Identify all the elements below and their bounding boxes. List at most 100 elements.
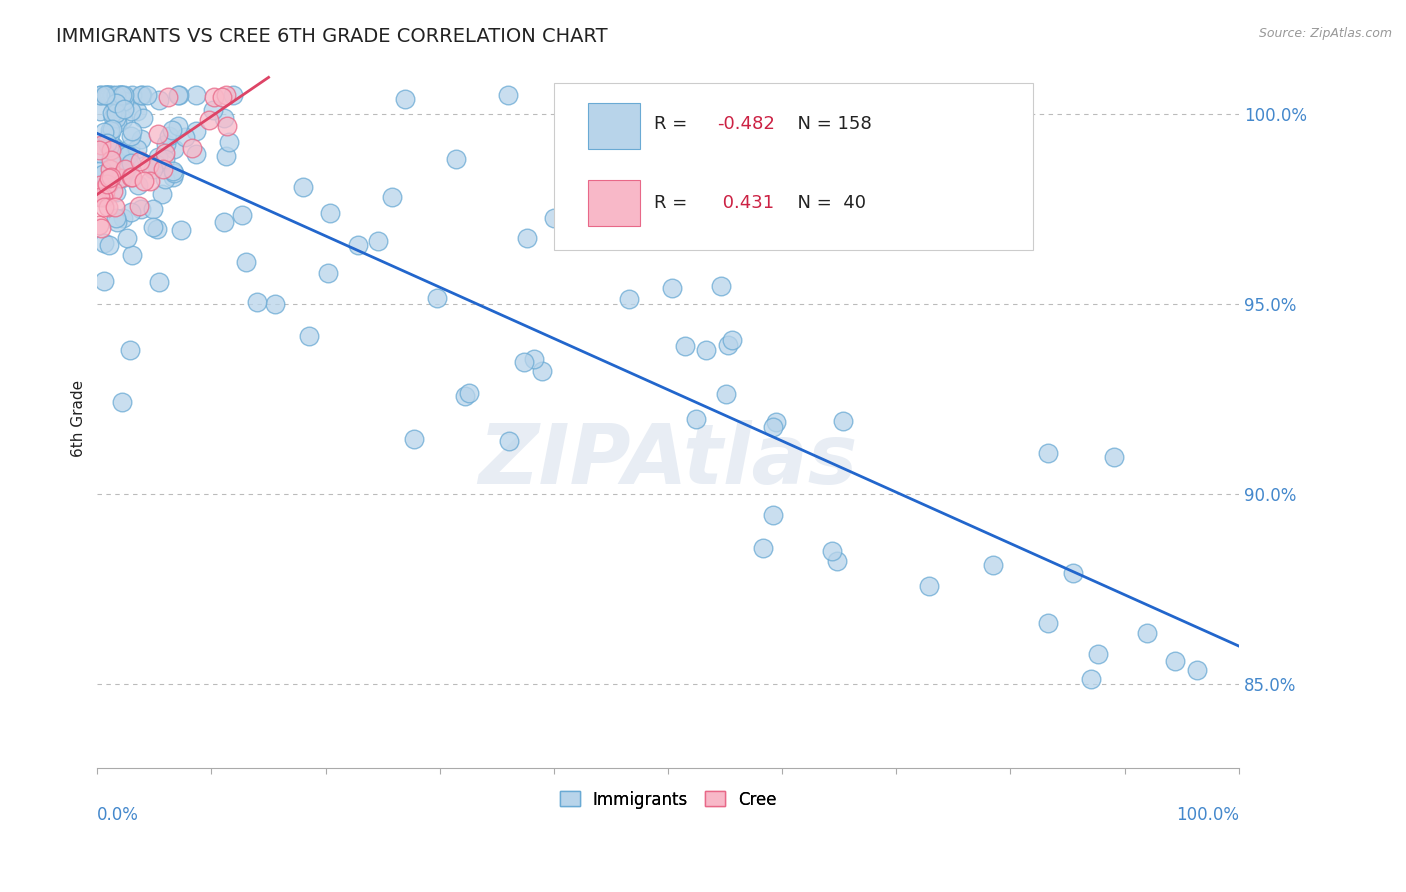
Y-axis label: 6th Grade: 6th Grade: [72, 380, 86, 457]
Point: [513, 355, 536, 369]
Point: [121, 248, 143, 262]
Point: [198, 112, 221, 127]
Point: [93, 190, 115, 204]
Point: [105, 88, 128, 103]
Point: [120, 103, 142, 118]
Point: [96, 88, 118, 103]
Point: [93, 125, 115, 139]
Point: [673, 338, 696, 352]
Point: [94, 181, 117, 195]
Point: [215, 149, 238, 163]
Point: [90, 168, 112, 182]
Point: [162, 163, 184, 178]
Point: [394, 92, 416, 106]
Point: [93, 235, 115, 250]
Point: [108, 88, 131, 103]
Point: [125, 142, 148, 156]
Point: [716, 387, 738, 401]
Point: [141, 220, 163, 235]
Point: [91, 189, 114, 203]
Point: [89, 178, 111, 193]
Point: [246, 294, 269, 309]
Point: [153, 145, 176, 160]
Point: [111, 88, 134, 103]
Point: [100, 153, 122, 167]
Point: [319, 206, 342, 220]
Point: [981, 558, 1004, 572]
Point: [155, 136, 177, 151]
Text: N =  40: N = 40: [786, 194, 866, 211]
Point: [114, 162, 136, 177]
Point: [118, 158, 141, 172]
Point: [128, 199, 150, 213]
Point: [617, 292, 640, 306]
Point: [125, 103, 148, 118]
Point: [167, 88, 190, 103]
Point: [153, 172, 176, 186]
Point: [292, 180, 315, 194]
Point: [127, 178, 149, 193]
Point: [1102, 450, 1125, 464]
Point: [108, 88, 131, 103]
Point: [89, 88, 111, 103]
Point: [103, 140, 125, 154]
Point: [105, 112, 128, 126]
Point: [444, 152, 467, 166]
Point: [263, 296, 285, 310]
Point: [160, 123, 183, 137]
Point: [202, 90, 225, 104]
Point: [120, 155, 142, 169]
Point: [100, 88, 122, 103]
Point: [105, 211, 128, 225]
Point: [163, 142, 186, 156]
Point: [105, 215, 128, 229]
Point: [180, 141, 202, 155]
Point: [152, 161, 174, 176]
FancyBboxPatch shape: [554, 82, 1033, 251]
Point: [720, 334, 742, 348]
Point: [111, 395, 134, 409]
Point: [96, 88, 118, 103]
Point: [298, 329, 321, 343]
Point: [117, 231, 139, 245]
Point: [100, 106, 122, 120]
Point: [100, 169, 122, 184]
Point: [110, 147, 132, 161]
Point: [101, 110, 124, 124]
Point: [104, 111, 127, 125]
Text: ZIPAtlas: ZIPAtlas: [478, 419, 858, 500]
Point: [212, 111, 235, 125]
Point: [93, 200, 115, 214]
Point: [105, 185, 128, 199]
Point: [218, 136, 240, 150]
Point: [115, 163, 138, 178]
Point: [89, 189, 111, 203]
Point: [167, 88, 190, 103]
Point: [90, 138, 112, 153]
Point: [685, 412, 707, 426]
Point: [138, 158, 160, 172]
Point: [114, 156, 136, 170]
Point: [97, 176, 120, 190]
Point: [91, 167, 114, 181]
Point: [112, 112, 135, 126]
Point: [1036, 615, 1059, 630]
Point: [131, 88, 153, 103]
Text: Source: ZipAtlas.com: Source: ZipAtlas.com: [1258, 27, 1392, 40]
Point: [132, 111, 155, 125]
Point: [120, 169, 142, 184]
FancyBboxPatch shape: [588, 103, 640, 149]
Point: [134, 174, 156, 188]
Text: R =: R =: [654, 115, 693, 134]
Point: [516, 231, 538, 245]
Point: [129, 132, 152, 146]
Point: [150, 187, 173, 202]
Point: [148, 275, 170, 289]
Point: [131, 88, 153, 103]
Point: [717, 338, 740, 352]
Point: [98, 122, 121, 136]
Point: [457, 385, 479, 400]
Point: [96, 136, 118, 150]
Point: [89, 103, 111, 118]
Point: [93, 275, 115, 289]
